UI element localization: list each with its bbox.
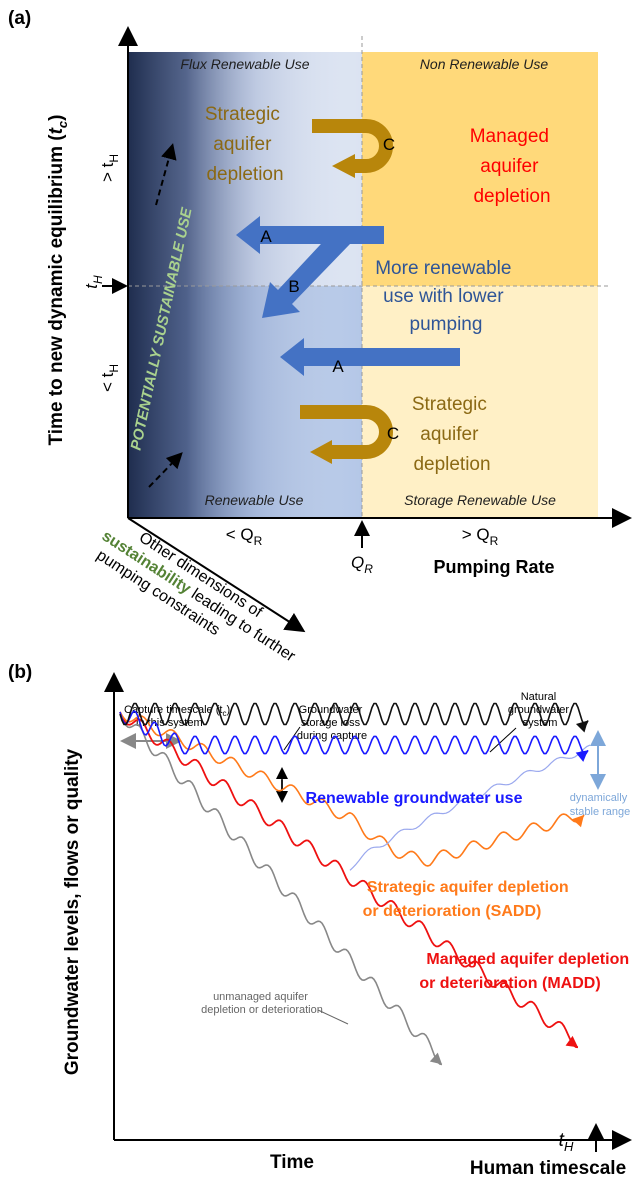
label-renewable: Renewable Use <box>205 492 304 508</box>
strategic-bottom-text: Strategic aquifer depletion <box>412 394 492 475</box>
label-storage-renewable: Storage Renewable Use <box>404 492 556 508</box>
panel-a: (a) Flux Renewable Use Non Renewable Use… <box>8 8 632 684</box>
managed-text: Managed aquifer depletion <box>470 126 555 207</box>
natural-pointer <box>489 727 517 753</box>
unmanaged-pointer <box>317 1009 349 1025</box>
label-flux-renewable: Flux Renewable Use <box>180 56 309 72</box>
th-label-b: tH <box>559 1130 574 1154</box>
arrow-c-top-head <box>332 154 355 178</box>
madd-label: Managed aquifer depletion or deteriorati… <box>419 951 633 992</box>
arrow-a-top-label: A <box>260 227 272 246</box>
arrow-a-bottom <box>280 338 460 376</box>
renewable-series-line <box>119 710 589 755</box>
depth-axis <box>127 517 306 633</box>
arrow-a-bottom-label: A <box>332 357 344 376</box>
stable-range-label: dynamically stable range <box>570 792 631 818</box>
renewable-label: Renewable groundwater use <box>306 790 523 807</box>
y-tick-high: > tH <box>98 154 121 182</box>
sadd-series-line <box>119 711 585 867</box>
renewable-arrowhead <box>575 750 588 762</box>
arrow-b <box>262 230 350 318</box>
panel-b-label: (b) <box>8 662 32 683</box>
x-tick-mid: QR <box>351 553 373 576</box>
y-tick-mid: tH <box>82 275 105 289</box>
arrow-a-top <box>236 216 384 254</box>
quadrant-non-renewable <box>362 52 598 286</box>
arrow-c-top-label: C <box>383 135 395 154</box>
unmanaged-label: unmanaged aquifer depletion or deteriora… <box>201 991 323 1016</box>
human-timescale-label: Human timescale <box>470 1158 626 1178</box>
natural-series-line <box>119 702 589 726</box>
arrow-c-bottom-head <box>310 440 332 464</box>
x-axis-title-b: Time <box>270 1152 314 1173</box>
sadd-label: Strategic aquifer depletion or deteriora… <box>363 879 573 920</box>
madd-series-line <box>119 711 579 1049</box>
strategic-top-text: Strategic aquifer depletion <box>205 104 285 185</box>
svg-text:Other dimensions of su: Other dimensions of sustainability leadi… <box>88 512 312 684</box>
quadrant-storage-renewable <box>362 286 598 518</box>
more-renewable-text: More renewable use with lower pumping <box>375 258 517 335</box>
sustainable-arrow-upper <box>155 143 177 206</box>
label-non-renewable: Non Renewable Use <box>420 56 549 72</box>
renewable-recovery-line <box>349 744 591 871</box>
y-axis-title-a: Time to new dynamic equilibrium (tc) <box>46 115 70 446</box>
panel-a-label: (a) <box>8 8 31 29</box>
natural-system-label: Natural groundwater system <box>508 691 572 729</box>
sadd-arrowhead <box>572 815 584 828</box>
other-dimensions-label: Other dimensions of sustainability leadi… <box>88 512 312 684</box>
series-layer <box>119 702 591 1066</box>
unmanaged-series-line <box>119 711 443 1066</box>
unmanaged-arrowhead <box>429 1052 442 1065</box>
panel-b: (b) Groundwater levels, flows or quality… <box>8 662 633 1178</box>
y-axis-title-b: Groundwater levels, flows or quality <box>62 748 83 1075</box>
sustainable-arrow-lower <box>148 452 183 488</box>
x-tick-high: > QR <box>462 525 499 548</box>
arrow-c-bottom-label: C <box>387 424 399 443</box>
storage-loss-label: Groundwater storage loss during capture <box>297 704 367 742</box>
arrow-b-label: B <box>288 277 299 296</box>
x-axis-title-a: Pumping Rate <box>433 557 554 577</box>
x-tick-low: < QR <box>226 525 263 548</box>
arrow-c-top <box>312 119 393 173</box>
madd-arrowhead <box>565 1035 578 1048</box>
arrow-c-bottom <box>300 405 393 459</box>
natural-arrowhead <box>575 720 588 733</box>
y-tick-low: < tH <box>98 364 121 392</box>
